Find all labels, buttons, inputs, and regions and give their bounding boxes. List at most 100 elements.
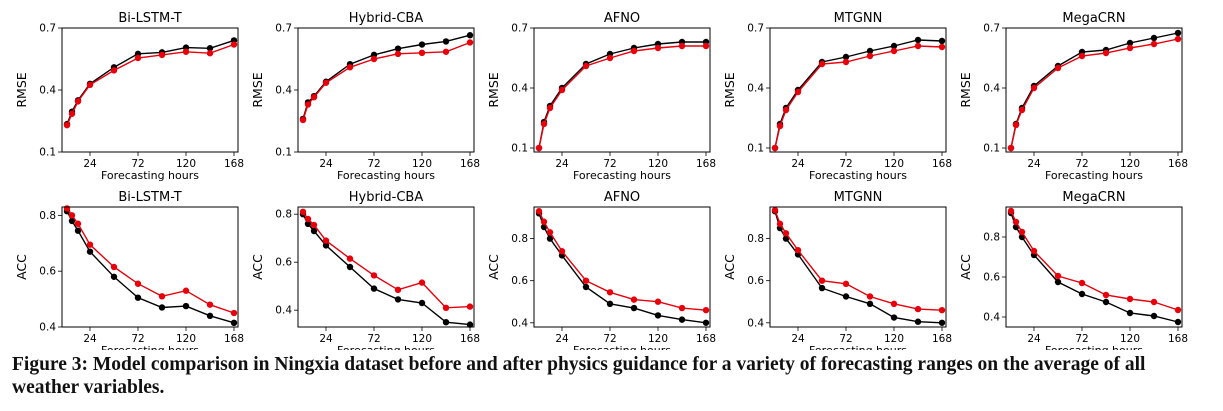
x-tick-label: 168 — [224, 333, 244, 345]
data-point-after — [914, 42, 922, 50]
series-line-before — [538, 41, 706, 149]
data-point-before — [1102, 298, 1110, 306]
data-point-after — [158, 293, 166, 300]
series-line-after — [774, 209, 943, 311]
data-point-after — [606, 54, 614, 62]
y-tick-label: 0.7 — [39, 23, 56, 35]
x-tick-label: 168 — [696, 333, 716, 345]
data-point-after — [370, 55, 378, 63]
chart-panel: Bi-LSTM-T 24 72 120 168 0.1 0.4 0.7 Forecasting … — [14, 11, 244, 182]
data-point-before — [842, 53, 850, 61]
data-point-after — [304, 101, 312, 108]
data-point-before — [86, 248, 94, 255]
chart-title: MegaCRN — [1062, 11, 1125, 26]
x-tick-label: 24 — [1027, 333, 1041, 345]
y-tick-label: 0.4 — [275, 85, 292, 97]
x-tick-label: 72 — [839, 333, 852, 345]
y-axis-label: RMSE — [958, 72, 973, 107]
series-line-before — [302, 213, 471, 326]
data-point-before — [890, 42, 898, 50]
data-point-before — [310, 227, 318, 235]
data-point-before — [1174, 318, 1182, 326]
data-point-after — [346, 255, 354, 262]
x-tick-label: 24 — [319, 333, 333, 345]
data-point-before — [606, 300, 614, 308]
plot-frame — [533, 27, 711, 153]
x-axis-label: Forecasting hours — [573, 169, 671, 182]
x-axis-label: Forecasting hours — [101, 344, 199, 350]
data-point-before — [1150, 34, 1158, 42]
data-point-after — [134, 280, 142, 287]
data-point-after — [418, 279, 426, 286]
plot-frame — [297, 206, 475, 328]
y-tick-label: 0.7 — [511, 23, 528, 35]
y-tick-label: 0.4 — [39, 85, 56, 97]
y-axis-label: RMSE — [486, 72, 501, 107]
y-axis-label: ACC — [722, 254, 737, 280]
y-tick-label: 0.4 — [275, 305, 292, 317]
data-point-after — [535, 144, 543, 152]
x-tick-label: 168 — [460, 158, 480, 170]
x-tick-label: 72 — [131, 333, 144, 345]
chart-title: MegaCRN — [1062, 190, 1125, 205]
chart-title: MTGNN — [834, 190, 883, 205]
data-point-after — [818, 60, 826, 68]
data-point-before — [818, 284, 826, 292]
x-tick-label: 24 — [791, 158, 805, 170]
data-point-after — [540, 120, 548, 128]
y-tick-label: 0.1 — [275, 147, 292, 159]
data-point-before — [866, 300, 874, 308]
data-point-after — [938, 306, 946, 314]
data-point-after — [394, 50, 402, 58]
data-point-before — [702, 319, 710, 326]
data-point-after — [230, 41, 238, 48]
x-tick-label: 120 — [1120, 158, 1140, 170]
data-point-after — [771, 206, 779, 214]
data-point-after — [1150, 40, 1158, 48]
data-point-after — [68, 110, 76, 117]
data-point-after — [546, 104, 554, 112]
y-tick-label: 0.4 — [511, 317, 528, 329]
data-point-after — [310, 94, 318, 101]
data-point-before — [442, 319, 450, 326]
x-axis-label: Forecasting hours — [809, 169, 907, 182]
data-point-after — [1054, 272, 1062, 280]
data-point-after — [322, 79, 330, 86]
x-tick-label: 72 — [839, 158, 852, 170]
data-point-before — [582, 283, 590, 291]
data-point-before — [1150, 312, 1158, 320]
chart-title: AFNO — [604, 11, 640, 26]
data-point-before — [678, 316, 686, 323]
series-line-after — [538, 210, 707, 311]
y-tick-label: 0.4 — [511, 83, 528, 95]
chart-panel: MegaCRN 24 72 120 168 0.4 0.6 0.8 Forecasting ho… — [958, 190, 1188, 350]
data-point-after — [890, 47, 898, 55]
chart-title: MTGNN — [834, 11, 883, 26]
series-line-before — [302, 34, 471, 120]
data-point-before — [370, 285, 378, 292]
data-point-after — [1007, 207, 1015, 215]
x-tick-label: 168 — [932, 333, 952, 345]
data-point-after — [771, 144, 779, 152]
x-tick-label: 72 — [1075, 333, 1088, 345]
x-tick-label: 168 — [460, 333, 480, 345]
x-tick-label: 24 — [319, 158, 333, 170]
data-point-after — [206, 50, 214, 57]
data-point-after — [63, 121, 71, 129]
data-point-after — [546, 229, 554, 236]
x-tick-label: 24 — [791, 333, 805, 345]
data-point-before — [1078, 290, 1086, 298]
data-point-after — [1102, 49, 1110, 57]
y-tick-label: 0.4 — [39, 322, 56, 334]
figure-caption: Figure 3: Model comparison in Ningxia da… — [12, 354, 1146, 398]
data-point-after — [442, 304, 450, 311]
x-axis-label: Forecasting hours — [337, 344, 435, 350]
data-point-after — [63, 205, 71, 212]
data-point-after — [182, 287, 190, 294]
data-point-before — [346, 263, 354, 271]
data-point-after — [606, 289, 614, 296]
data-point-before — [304, 220, 312, 227]
data-point-before — [654, 312, 662, 319]
data-point-before — [1126, 39, 1134, 47]
x-tick-label: 24 — [83, 333, 97, 345]
